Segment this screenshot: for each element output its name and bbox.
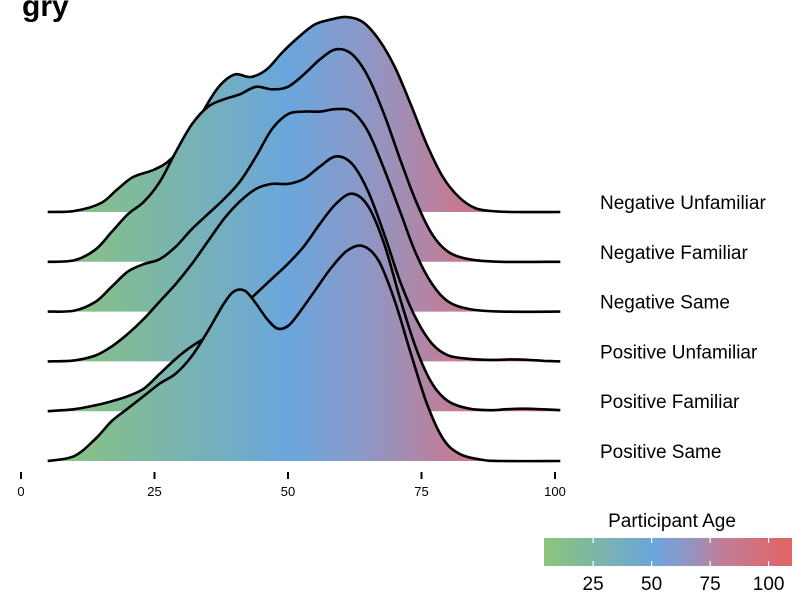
ridge-line-negative-same: [47, 107, 561, 314]
ridge-line-negative-unfamiliar: [47, 15, 561, 214]
row-labels-group: Negative Unfamiliar Negative Familiar Nega…: [600, 193, 766, 463]
x-tick-label-50: 50: [281, 484, 295, 499]
row-label-positive-familiar: Positive Familiar: [600, 392, 740, 413]
legend-title: Participant Age: [608, 511, 736, 532]
row-label-negative-unfamiliar: Negative Unfamiliar: [600, 193, 766, 214]
legend-tick-label-75: 75: [700, 574, 721, 593]
x-axis: 0 25 50 75 100: [17, 472, 566, 499]
ridge-line-positive-same: [47, 244, 561, 463]
legend-tick-label-50: 50: [641, 574, 662, 593]
row-label-positive-same: Positive Same: [600, 442, 721, 463]
color-legend: Participant Age 25 50 75 100: [544, 511, 792, 593]
ridge-area-positive-familiar: [47, 193, 561, 412]
row-label-negative-familiar: Negative Familiar: [600, 243, 748, 264]
x-tick-label-100: 100: [544, 484, 566, 499]
ridge-line-positive-unfamiliar: [47, 155, 561, 363]
ridge-positive-same: [47, 244, 561, 463]
x-tick-label-0: 0: [17, 484, 24, 499]
legend-colorbar: [544, 538, 792, 566]
chart-title-fragment: gry: [22, 0, 69, 23]
ridge-line-positive-familiar: [47, 192, 561, 413]
ridges-group: [47, 15, 561, 463]
legend-ticks-group: 25 50 75 100: [583, 538, 785, 593]
x-tick-label-25: 25: [147, 484, 161, 499]
row-label-negative-same: Negative Same: [600, 293, 730, 314]
ridge-area-positive-same: [47, 245, 561, 462]
legend-tick-label-100: 100: [753, 574, 785, 593]
row-label-positive-unfamiliar: Positive Unfamiliar: [600, 342, 758, 363]
legend-tick-label-25: 25: [583, 574, 604, 593]
ridge-positive-familiar: [47, 192, 561, 413]
ridge-line-negative-familiar: [47, 47, 561, 264]
x-tick-label-75: 75: [414, 484, 428, 499]
